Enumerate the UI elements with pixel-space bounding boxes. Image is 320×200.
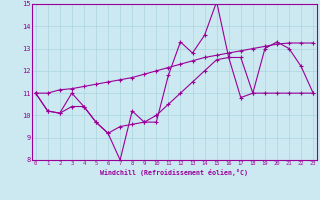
X-axis label: Windchill (Refroidissement éolien,°C): Windchill (Refroidissement éolien,°C) [100, 169, 248, 176]
